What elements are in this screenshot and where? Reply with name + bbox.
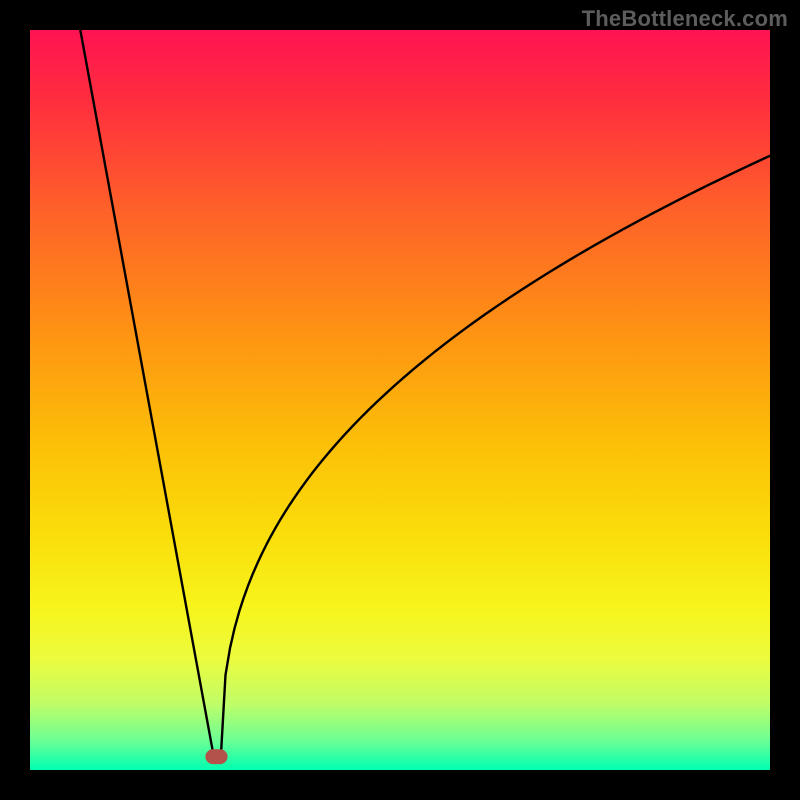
bottleneck-curve-plot <box>30 30 770 770</box>
plot-background <box>30 30 770 770</box>
chart-frame: TheBottleneck.com <box>0 0 800 800</box>
watermark-text: TheBottleneck.com <box>582 6 788 32</box>
optimum-marker <box>205 749 227 764</box>
plot-area <box>30 30 770 770</box>
